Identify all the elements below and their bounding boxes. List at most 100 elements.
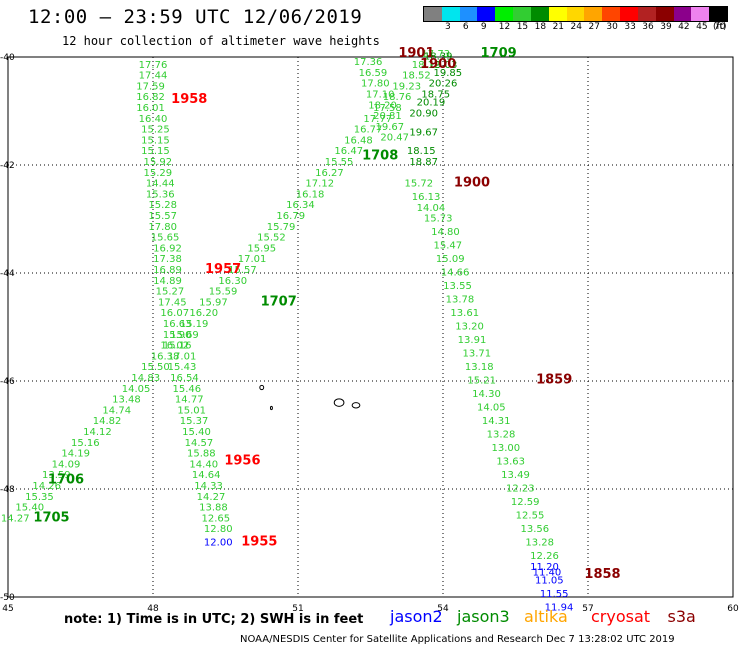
- legend-label: 12: [498, 22, 511, 32]
- wave-height-value: 17.73: [421, 49, 450, 60]
- wave-height-value: 14.31: [482, 416, 511, 427]
- wave-height-value: 18.20: [368, 100, 397, 111]
- x-tick-label: 48: [147, 604, 159, 614]
- wave-height-value: 15.16: [163, 341, 192, 352]
- wave-height-value: 18.87: [409, 157, 438, 168]
- wave-height-value: 11.94: [545, 603, 574, 614]
- wave-height-value: 14.40: [189, 459, 218, 470]
- wave-height-value: 15.40: [15, 503, 44, 514]
- legend-swatch: [548, 7, 567, 21]
- wave-height-value: 19.85: [434, 68, 463, 79]
- wave-height-value: 15.40: [182, 427, 211, 438]
- wave-height-value: 14.74: [102, 405, 131, 416]
- wave-height-value: 15.15: [141, 135, 170, 146]
- wave-height-value: 16.18: [296, 189, 325, 200]
- legend-label: 45: [696, 22, 708, 32]
- legend-swatch: [584, 7, 603, 21]
- legend-swatch: [441, 7, 460, 21]
- pass-time-label: 1706: [48, 473, 84, 488]
- wave-height-value: 20.47: [380, 133, 409, 144]
- wave-height-value: 16.54: [170, 373, 199, 384]
- y-tick-label: -44: [0, 269, 15, 279]
- wave-height-value: 15.57: [148, 211, 177, 222]
- wave-height-value: 14.66: [441, 268, 470, 279]
- wave-height-value: 16.77: [354, 125, 383, 136]
- legend-swatch: [691, 7, 710, 21]
- wave-height-value: 12.80: [204, 524, 233, 535]
- wave-height-value: 15.19: [180, 319, 209, 330]
- wave-height-value: 15.73: [424, 214, 453, 225]
- wave-height-value: 14.57: [185, 438, 214, 449]
- wave-height-value: 14.12: [83, 427, 112, 438]
- wave-height-value: 14.89: [153, 276, 182, 287]
- credit-line: NOAA/NESDIS Center for Satellite Applica…: [240, 634, 675, 645]
- wave-height-value: 13.71: [463, 349, 492, 360]
- wave-height-value: 17.38: [153, 254, 182, 265]
- wave-height-value: 11.20: [530, 562, 559, 573]
- legend-swatch: [655, 7, 674, 21]
- legend-swatch: [673, 7, 692, 21]
- wave-height-value: 12.00: [204, 538, 233, 549]
- x-tick-label: 45: [2, 604, 13, 614]
- wave-height-value: 11.55: [540, 589, 569, 600]
- wave-height-value: 13.28: [487, 430, 516, 441]
- wave-height-value: 12.55: [516, 511, 545, 522]
- wave-height-value: 15.15: [141, 146, 170, 157]
- x-tick-label: 54: [437, 604, 449, 614]
- wave-height-value: 17.44: [139, 71, 168, 82]
- island-outline: [351, 402, 361, 409]
- color-legend: [423, 6, 728, 22]
- wave-height-value: 16.92: [153, 243, 182, 254]
- pass-time-label: 1956: [224, 454, 260, 469]
- wave-height-value: 14.80: [431, 227, 460, 238]
- legend-swatch: [566, 7, 585, 21]
- wave-height-value: 15.25: [141, 125, 170, 136]
- wave-height-value: 16.79: [276, 211, 305, 222]
- wave-height-value: 15.50: [141, 362, 170, 373]
- wave-height-value: 17.10: [366, 90, 395, 101]
- legend-swatch: [709, 7, 728, 21]
- wave-height-value: 15.36: [146, 189, 175, 200]
- x-tick-label: 57: [582, 604, 593, 614]
- wave-height-value: 14.27: [197, 492, 226, 503]
- legend-unit: (ft): [713, 22, 727, 32]
- wave-height-value: 14.77: [175, 395, 204, 406]
- pass-time-label: 1900: [420, 57, 456, 72]
- wave-height-value: 15.47: [434, 241, 463, 252]
- wave-height-value: 14.19: [61, 449, 90, 460]
- wave-height-value: 15.21: [467, 376, 496, 387]
- wave-height-value: 17.59: [136, 81, 165, 92]
- island-outline: [269, 405, 273, 411]
- legend-swatch: [620, 7, 638, 21]
- wave-height-value: 15.79: [267, 222, 296, 233]
- wave-height-value: 18.15: [407, 146, 436, 157]
- satellite-name: jason3: [457, 607, 510, 626]
- satellite-name: jason2: [390, 607, 443, 626]
- wave-height-value: 17.01: [168, 351, 197, 362]
- wave-height-value: 17.77: [363, 114, 392, 125]
- wave-height-value: 20.81: [373, 111, 402, 122]
- y-tick-label: -46: [0, 377, 15, 387]
- legend-label: 27: [588, 22, 600, 32]
- legend-label: 39: [660, 22, 672, 32]
- pass-time-label: 1900: [454, 176, 490, 191]
- satellite-name: altika: [524, 607, 568, 626]
- satellite-name: s3a: [667, 607, 696, 626]
- wave-height-value: 13.55: [443, 281, 472, 292]
- wave-height-value: 19.67: [409, 127, 438, 138]
- y-tick-label: -50: [0, 593, 15, 603]
- y-tick-label: -42: [0, 161, 15, 171]
- legend-label: 9: [480, 22, 487, 32]
- y-tick-label: -40: [0, 53, 15, 63]
- wave-height-value: 15.09: [436, 254, 465, 265]
- wave-height-value: 14.82: [93, 416, 122, 427]
- wave-height-value: 13.91: [458, 335, 487, 346]
- wave-height-value: 14.83: [131, 373, 160, 384]
- wave-height-value: 18.75: [421, 90, 450, 101]
- wave-height-value: 15.97: [199, 297, 228, 308]
- legend-swatch: [513, 7, 531, 21]
- legend-swatch: [530, 7, 549, 21]
- legend-label: 42: [678, 22, 690, 32]
- wave-height-value: 13.78: [446, 295, 475, 306]
